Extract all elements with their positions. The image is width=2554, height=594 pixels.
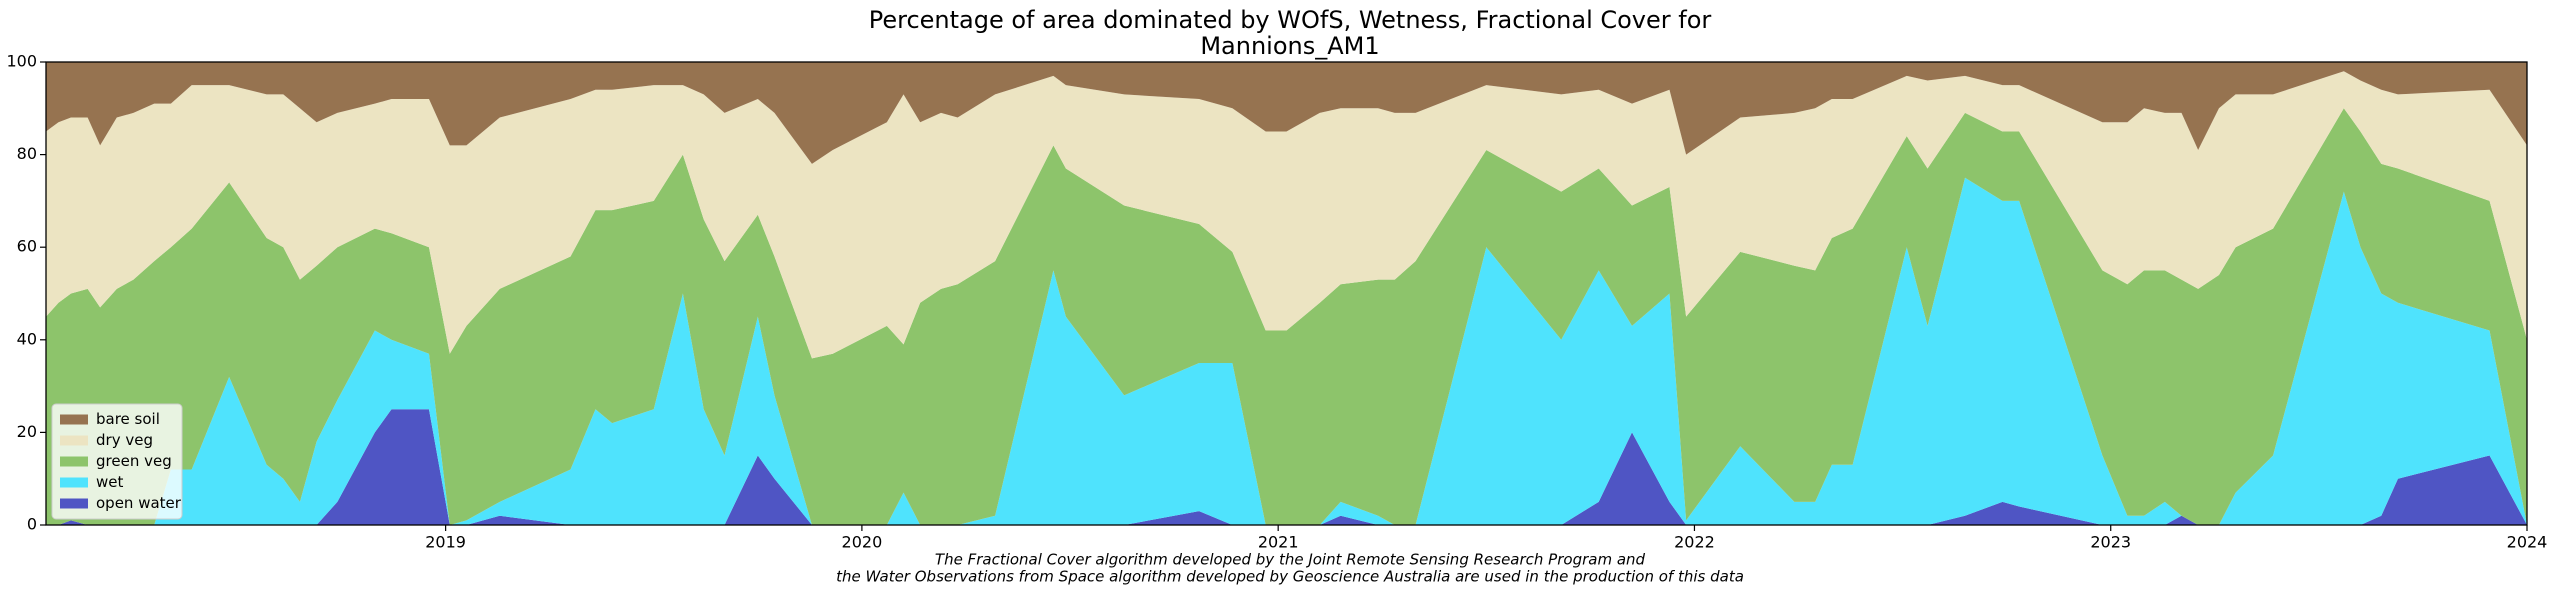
legend-label: dry veg	[96, 431, 153, 449]
x-tick-label: 2021	[1258, 533, 1299, 552]
y-tick-label: 40	[17, 329, 37, 348]
x-tick-label: 2023	[2090, 533, 2131, 552]
area	[46, 108, 2527, 526]
x-tick-label: 2024	[2507, 533, 2548, 552]
legend-label: open water	[96, 494, 182, 512]
area	[46, 62, 2527, 164]
area	[46, 177, 2527, 525]
legend-swatch	[60, 456, 88, 467]
x-tick-label: 2019	[425, 533, 466, 552]
legend-swatch	[60, 477, 88, 488]
legend-label: green veg	[96, 452, 172, 470]
chart-title: Percentage of area dominated by WOfS, We…	[869, 6, 1712, 34]
x-tick-label: 2022	[1674, 533, 1715, 552]
legend-label: bare soil	[96, 410, 160, 428]
x-tick-label: 2020	[842, 533, 883, 552]
legend-swatch	[60, 414, 88, 425]
y-tick-label: 0	[27, 515, 37, 534]
footnote: The Fractional Cover algorithm developed…	[935, 551, 1646, 569]
y-tick-label: 100	[6, 52, 37, 71]
legend-swatch	[60, 498, 88, 509]
legend-label: wet	[96, 473, 123, 491]
legend-box	[51, 403, 183, 520]
y-tick-label: 20	[17, 422, 37, 441]
legend-swatch	[60, 435, 88, 446]
footnote: the Water Observations from Space algori…	[836, 568, 1744, 586]
chart-subtitle: Mannions_AM1	[1200, 32, 1379, 60]
area	[46, 71, 2527, 359]
plot-frame	[45, 61, 2528, 526]
y-tick-label: 80	[17, 144, 37, 163]
y-tick-label: 60	[17, 237, 37, 256]
